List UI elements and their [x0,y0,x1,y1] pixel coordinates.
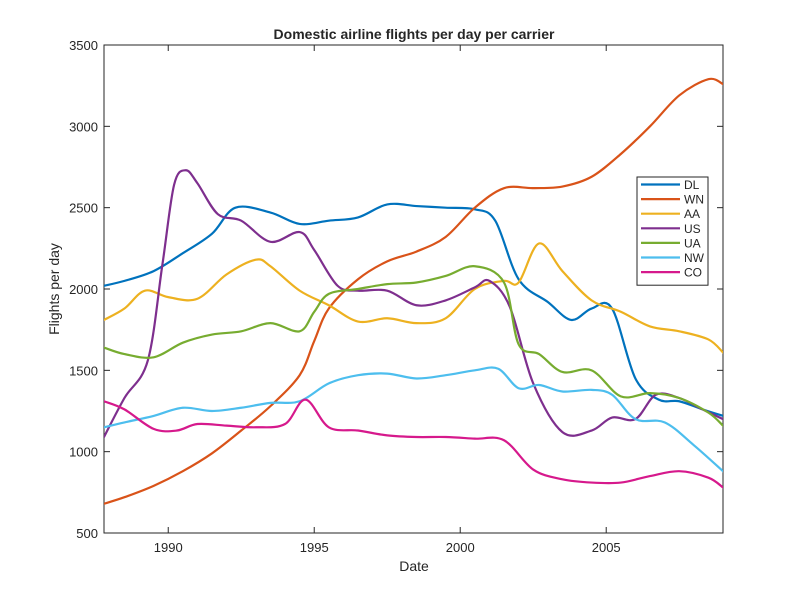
x-tick-label: 1995 [300,540,329,555]
series-line-wn [104,77,723,505]
y-tick-label: 2500 [69,201,98,216]
chart-title: Domestic airline flights per day per car… [274,26,555,42]
plot-area: 1990 1995 2000 2005 500 1000 1500 2000 2500 3000 3… [69,38,724,555]
x-axis-label: Date [399,558,429,574]
series-line-co [104,398,723,489]
y-tick-label: 500 [76,526,98,541]
x-tick-label: 2000 [446,540,475,555]
y-tick-label: 3500 [69,38,98,53]
x-tick-label: 1990 [154,540,183,555]
y-tick-label: 3000 [69,119,98,134]
series-line-dl [104,202,723,417]
x-tick-label: 2005 [592,540,621,555]
series-line-nw [104,366,723,473]
legend-label-dl: DL [684,178,700,192]
legend [636,176,709,286]
legend-label-ua: UA [684,236,701,250]
legend-label-aa: AA [684,207,700,221]
y-tick-label: 1000 [69,445,98,460]
legend-label-co: CO [684,266,702,280]
y-tick-label: 2000 [69,282,98,297]
series-line-aa [104,242,723,354]
series-line-us [104,169,723,439]
legend-label-us: US [684,222,701,236]
series-line-ua [104,265,723,427]
y-tick-label: 1500 [69,363,98,378]
legend-label-nw: NW [684,251,705,265]
y-axis-label: Flights per day [46,243,62,335]
legend-label-wn: WN [684,193,704,207]
